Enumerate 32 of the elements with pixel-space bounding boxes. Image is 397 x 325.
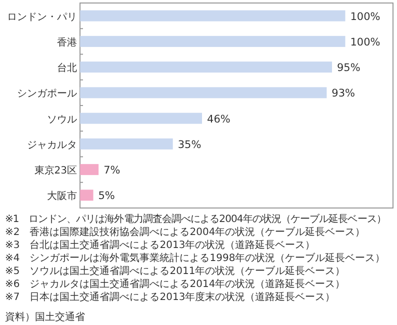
data-label: 100%: [350, 36, 380, 48]
text: ※1 ロンドン、パリは海外電力調査会調べによる2004年の状況（ケーブル延長ベース）: [5, 213, 386, 225]
y-tick-label: ソウル: [47, 114, 77, 126]
data-label: 35%: [178, 138, 202, 151]
text: ※3 台北は国土交通省調べによる2013年の状況（道路延長ベース）: [5, 239, 316, 251]
text: ※5 ソウルは国土交通省調べによる2011年の状況（ケーブル延長ベース）: [5, 265, 346, 277]
text: ※6 ジャカルタは国土交通省調べによる2014年の状況（道路延長ベース）: [5, 278, 346, 290]
y-tick-label: 大阪市: [47, 190, 77, 202]
text: ※4 シンガポールは海外電気事業統計による1998年の状況（ケーブル延長ベース）: [5, 252, 386, 264]
text: 資料）国土交通省: [5, 311, 85, 323]
data-label: 46%: [207, 113, 230, 126]
bar: [80, 190, 94, 201]
data-label: 100%: [350, 10, 380, 23]
bar: [80, 36, 346, 47]
bar: [80, 112, 202, 124]
y-tick-label: 香港: [57, 36, 77, 48]
data-label: 5%: [98, 190, 115, 202]
data-label: 95%: [336, 62, 360, 74]
bar: [80, 164, 99, 176]
bar: [80, 62, 332, 73]
data-label: 93%: [332, 88, 356, 100]
text: ※2 香港は国際建設技術協会調べによる2004年の状況（ケーブル延長ベース）: [5, 226, 366, 238]
data-label: 7%: [104, 164, 120, 177]
y-tick-label: ロンドン・パリ: [7, 12, 77, 23]
y-tick-label: ジャカルタ: [27, 140, 77, 151]
y-tick-label: 台北: [57, 62, 77, 74]
bar: [80, 138, 173, 150]
bar: [80, 87, 327, 98]
text: ※7 日本は国土交通省調べによる2013年度末の状況（道路延長ベース）: [5, 291, 336, 303]
y-tick-label: シンガポール: [17, 88, 77, 100]
y-tick-label: 東京23区: [34, 164, 77, 177]
bar: [80, 10, 346, 22]
